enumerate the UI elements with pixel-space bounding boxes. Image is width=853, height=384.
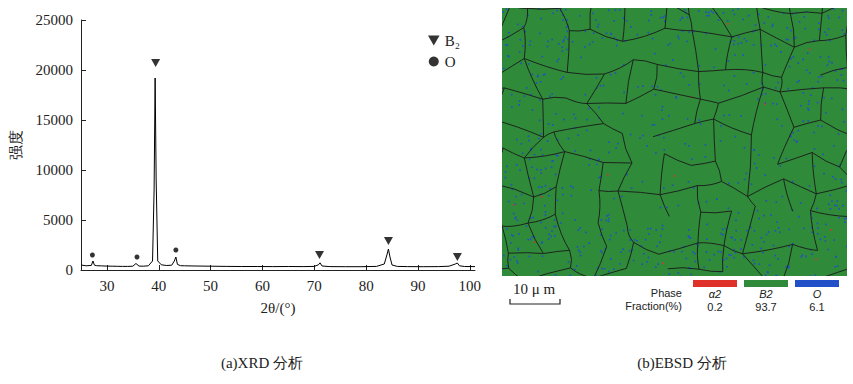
svg-text:60: 60	[255, 278, 270, 294]
svg-text:93.7: 93.7	[755, 301, 776, 313]
svg-text:O: O	[445, 54, 456, 70]
svg-text:10000: 10000	[36, 162, 74, 178]
svg-text:70: 70	[307, 278, 322, 294]
svg-text:90: 90	[410, 278, 425, 294]
svg-text:20000: 20000	[36, 62, 74, 78]
svg-text:O: O	[813, 288, 822, 300]
svg-text:30: 30	[99, 278, 114, 294]
html-text:(a)XRD 分析: (a)XRD 分析	[221, 355, 303, 371]
svg-text:强度: 强度	[8, 130, 24, 160]
svg-text:B₂: B₂	[445, 33, 460, 49]
svg-text:25000: 25000	[36, 12, 74, 28]
svg-text:α2: α2	[709, 288, 721, 300]
svg-text:80: 80	[359, 278, 374, 294]
html-text:(b)EBSD 分析: (b)EBSD 分析	[637, 355, 727, 371]
svg-text:5000: 5000	[43, 212, 73, 228]
svg-text:15000: 15000	[36, 112, 74, 128]
svg-text:Phase: Phase	[651, 287, 682, 299]
svg-text:0: 0	[66, 262, 74, 278]
svg-text:B2: B2	[759, 288, 772, 300]
svg-text:50: 50	[203, 278, 218, 294]
svg-text:Fraction(%): Fraction(%)	[625, 300, 682, 312]
svg-text:40: 40	[151, 278, 166, 294]
svg-text:100: 100	[459, 278, 482, 294]
svg-text:10 μ m: 10 μ m	[513, 281, 556, 297]
svg-text:6.1: 6.1	[809, 301, 824, 313]
svg-text:2θ/(°): 2θ/(°)	[261, 300, 296, 317]
svg-text:0.2: 0.2	[707, 301, 722, 313]
